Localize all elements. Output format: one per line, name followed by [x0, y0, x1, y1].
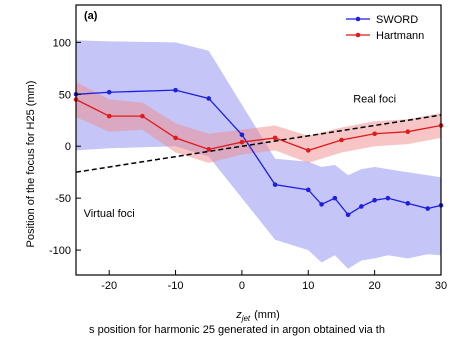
data-point [372, 131, 377, 137]
y-tick-label: 0 [65, 141, 71, 153]
legend-marker [355, 16, 361, 22]
data-point [272, 182, 278, 187]
x-tick-label: 10 [302, 280, 314, 292]
data-point [385, 195, 391, 201]
error-band [76, 40, 441, 269]
data-point [239, 139, 245, 145]
data-point [339, 137, 344, 143]
data-point [106, 89, 112, 95]
legend-label: Hartmann [376, 30, 424, 42]
data-point [272, 135, 278, 141]
data-point [345, 212, 351, 218]
x-label-var: z [235, 309, 242, 321]
data-point [239, 132, 245, 138]
data-point [106, 113, 112, 119]
data-point [405, 129, 411, 134]
y-axis-label: Position of the focus for H25 (mm) [25, 81, 37, 248]
data-point [425, 206, 431, 211]
data-point [206, 96, 212, 101]
x-tick-label: 20 [369, 280, 381, 292]
data-point [173, 135, 178, 141]
x-label-unit: (mm) [254, 309, 280, 321]
data-point [405, 201, 411, 206]
legend-label: SWORD [376, 14, 418, 26]
caption: s position for harmonic 25 generated in … [89, 324, 385, 336]
data-point [372, 197, 377, 203]
y-tick-label: -50 [55, 193, 71, 205]
reference-line [75, 114, 442, 173]
data-point [305, 148, 311, 153]
panel-label: (a) [84, 10, 98, 22]
error-band [76, 81, 441, 163]
x-tick-label: 30 [435, 280, 447, 292]
data-point [173, 87, 178, 93]
x-tick-label: -20 [101, 280, 117, 292]
data-point [305, 187, 311, 193]
data-point [319, 202, 324, 207]
data-point [359, 204, 364, 209]
data-point [206, 147, 212, 152]
series-line [75, 98, 442, 152]
x-tick-label: 0 [239, 280, 245, 292]
legend-marker [355, 32, 361, 38]
annotation: Virtual foci [84, 208, 135, 220]
x-label-sub: jet [241, 314, 251, 323]
y-tick-label: -100 [49, 245, 71, 257]
x-tick-label: -10 [168, 280, 184, 292]
series-line [75, 89, 442, 216]
y-tick-label: 50 [59, 89, 71, 101]
annotation: Real foci [353, 94, 396, 106]
data-point [140, 113, 145, 119]
y-tick-label: 100 [53, 37, 71, 49]
plot-frame [75, 4, 442, 276]
x-axis-label: zjet (mm) [235, 309, 280, 323]
data-point [332, 195, 338, 201]
